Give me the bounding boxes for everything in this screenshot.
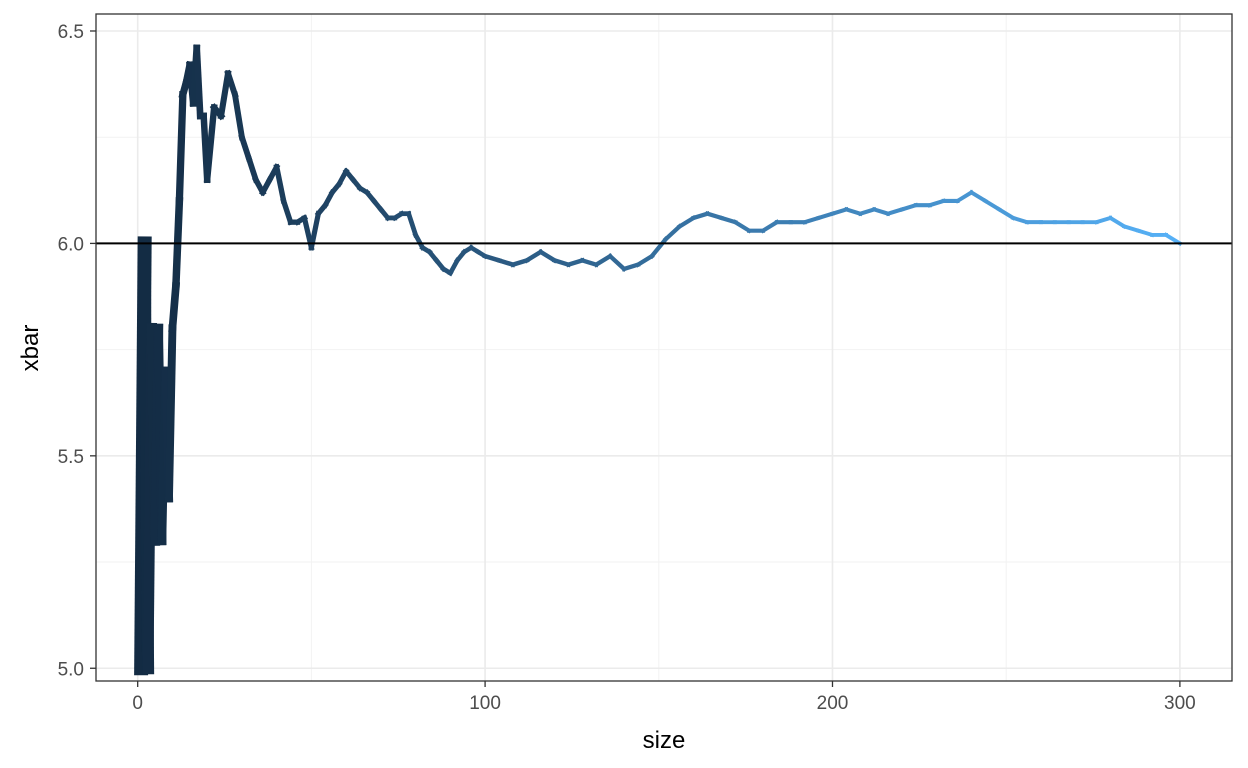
series-segment [927,198,947,208]
series-segment [968,189,989,204]
series-segment [405,210,419,238]
y-tick-label: 5.0 [58,659,84,680]
series-segment [203,103,218,184]
series-segment [676,215,697,230]
series-segment [523,248,544,264]
series-segment [273,163,287,205]
series-segment [447,257,461,277]
panel-background [96,14,1232,681]
series-segment [704,211,724,221]
series-segment [607,253,628,272]
series-segment [732,219,752,234]
series-segment [982,198,1002,213]
series-segment [1107,215,1128,230]
x-tick-label: 300 [1164,693,1196,714]
series-segment [537,248,558,264]
series-segment [308,210,322,251]
series-segment [816,211,836,221]
series-segment [238,133,253,163]
series-segment [593,253,614,268]
series-segment [1135,228,1155,238]
series-segment [718,215,738,225]
series-segment [648,236,669,260]
x-tick-label: 200 [817,693,849,714]
y-tick-label: 5.5 [58,447,84,468]
series-segment [1163,232,1183,247]
y-axis-title: xbar [17,325,44,372]
series-segment [802,215,822,225]
axis-ticks: 0 100 200 300 5.0 5.5 6.0 6.5 [58,22,1196,714]
series-segment [954,189,975,204]
y-tick-label: 6.5 [58,22,84,43]
series-segment [482,253,502,264]
minor-gridlines [96,14,1232,681]
series-segment [760,219,780,234]
series-segment [634,253,655,268]
series-segment [193,44,204,120]
series-segment [510,257,530,268]
series-segment [1010,215,1030,225]
series-segment [621,261,641,272]
series-segment [175,90,187,205]
series-segment [168,281,181,333]
series-segment [280,197,294,226]
series-segment [245,154,260,184]
series-segment [164,324,177,503]
x-tick-label: 0 [132,693,143,714]
series-segment [231,91,246,141]
series-segment [885,206,905,217]
series-segment [996,206,1016,221]
series-segment [662,223,683,243]
x-tick-label: 100 [469,693,501,714]
panel-border [95,13,1233,682]
x-axis-title: size [643,727,686,754]
series-segment [224,69,239,99]
series-segment [217,69,232,120]
series-segment [899,202,919,212]
series-segment [1121,223,1141,234]
y-tick-label: 6.0 [58,234,84,255]
